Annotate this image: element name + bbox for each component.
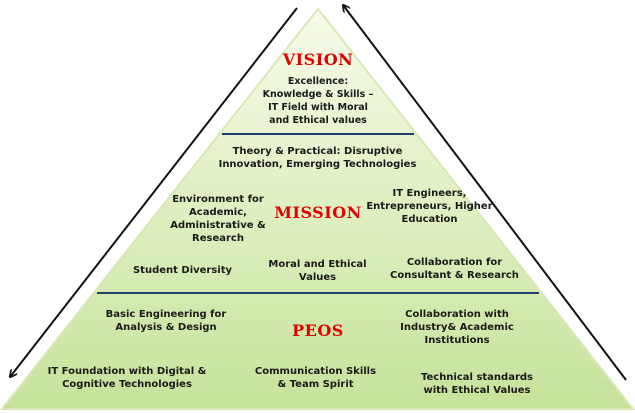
mission-environment: Environment for Academic, Administrative…	[170, 194, 266, 244]
peos-title: PEOS	[292, 321, 344, 340]
right-upward-arrow	[343, 5, 627, 381]
mission-collaboration: Collaboration for Consultant & Research	[390, 257, 519, 281]
mission-it-engineers: IT Engineers, Entrepreneurs, Higher Educ…	[366, 188, 493, 225]
peos-basic-engineering: Basic Engineering for Analysis & Design	[105, 309, 227, 333]
peos-technical-standards: Technical standards with Ethical Values	[420, 372, 533, 396]
mission-title: MISSION	[274, 203, 362, 222]
peos-industry-collaboration: Collaboration with Industry& Academic In…	[400, 309, 514, 346]
pyramid-body	[0, 7, 635, 410]
vision-title: VISION	[282, 50, 354, 69]
peos-communication-skills: Communication Skills & Team Spirit	[254, 366, 377, 390]
vision-statement: Excellence: Knowledge & Skills – IT Fiel…	[262, 76, 374, 126]
mission-theory-practical: Theory & Practical: Disruptive Innovatio…	[218, 146, 417, 170]
peos-it-foundation: IT Foundation with Digital & Cognitive T…	[47, 366, 207, 390]
left-downward-arrow	[10, 7, 298, 377]
mission-student-diversity: Student Diversity	[132, 265, 233, 276]
mission-moral-values: Moral and Ethical Values	[268, 259, 367, 283]
